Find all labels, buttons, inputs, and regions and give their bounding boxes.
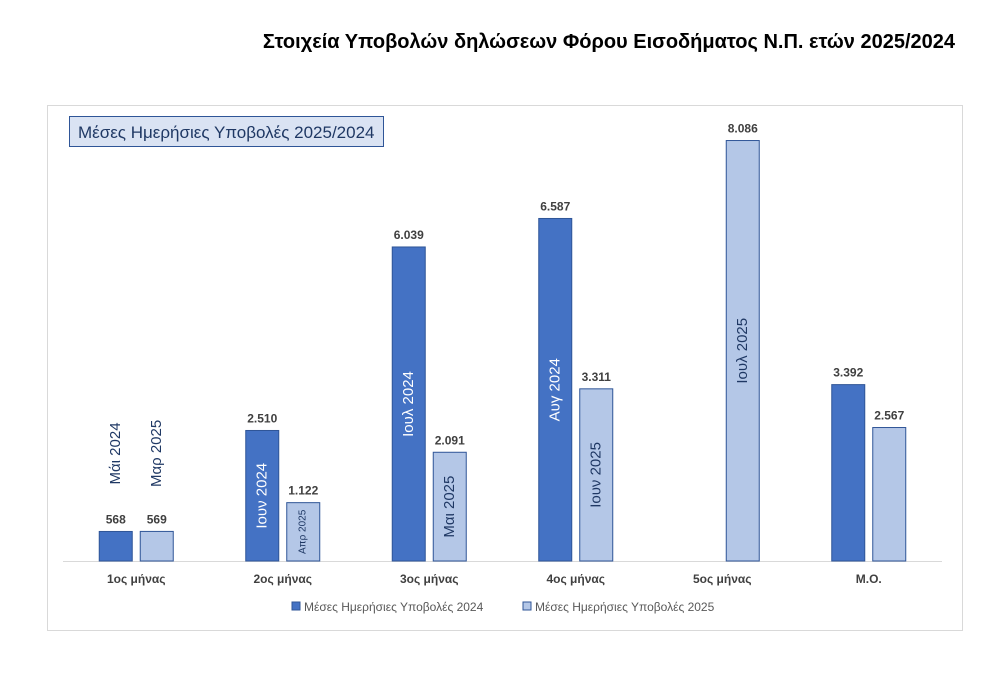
bar-month-label: Μαι 2025 [441,476,458,538]
x-tick-label: 2ος μήνας [253,572,312,586]
data-label: 1.122 [288,484,318,498]
x-tick-label: 1ος μήνας [107,572,166,586]
bar [286,502,321,562]
bar [139,530,174,562]
bar-month-label: Αυγ 2024 [547,358,564,421]
bar-month-label: Μάι 2024 [107,422,124,484]
bar [391,246,426,562]
bar-month-label: Ιουν 2024 [254,463,271,529]
legend-label: Μέσες Ημερήσιες Υποβολές 2024 [304,600,484,614]
legend-swatch [522,601,532,611]
legend-swatch [291,601,301,611]
chart-frame [47,105,963,631]
bar [538,217,573,562]
data-label: 6.587 [540,199,570,213]
bar-month-label: Ιουλ 2024 [400,371,417,437]
bar [725,140,760,562]
bar [872,427,907,562]
x-tick-label: 5ος μήνας [693,572,752,586]
data-label: 2.091 [435,433,465,447]
data-label: 3.311 [582,370,612,384]
bar [98,530,133,562]
bar-month-label: Απρ 2025 [298,509,309,554]
data-label: 2.510 [247,411,277,425]
x-tick-label: 4ος μήνας [546,572,605,586]
bar-month-label: Ιουλ 2025 [734,318,751,384]
page-title: Στοιχεία Υποβολών δηλώσεων Φόρου Εισοδήμ… [262,31,955,53]
bar [245,429,280,562]
data-label: 6.039 [394,228,424,242]
x-tick-label: Μ.Ο. [856,572,882,586]
bar [579,388,614,562]
bar [831,384,866,562]
bar [432,451,467,562]
data-label: 568 [106,512,126,526]
chart-title: Μέσες Ημερήσιες Υποβολές 2025/2024 [69,116,384,147]
legend-label: Μέσες Ημερήσιες Υποβολές 2025 [535,600,715,614]
data-label: 569 [147,512,167,526]
bar-month-label: Μαρ 2025 [148,420,165,487]
data-label: 2.567 [874,409,904,423]
data-label: 8.086 [728,122,758,136]
data-label: 3.392 [833,366,863,380]
bar-month-label: Ιουν 2025 [588,442,605,508]
x-tick-label: 3ος μήνας [400,572,459,586]
